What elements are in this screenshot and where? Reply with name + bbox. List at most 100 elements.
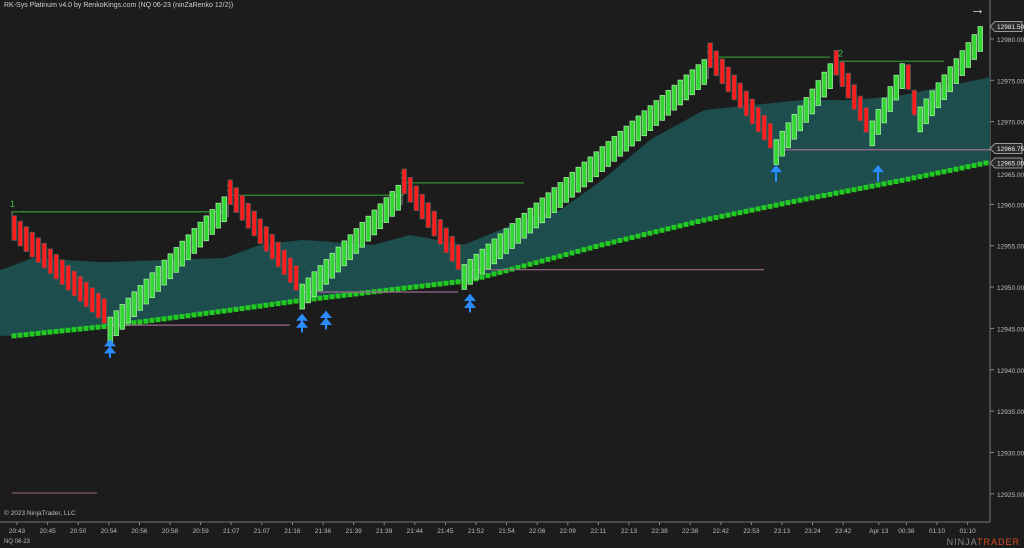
support-dot xyxy=(101,324,107,330)
renko-brick xyxy=(689,69,695,96)
renko-brick xyxy=(809,88,815,115)
renko-brick xyxy=(17,220,23,247)
support-dot xyxy=(95,324,101,330)
renko-brick xyxy=(821,71,827,98)
renko-brick xyxy=(785,122,791,149)
renko-brick xyxy=(635,115,641,142)
renko-brick xyxy=(827,63,833,89)
renko-brick xyxy=(317,265,323,291)
arrow-right-icon[interactable]: → xyxy=(970,1,985,18)
renko-brick xyxy=(839,61,845,88)
support-dot xyxy=(89,325,95,331)
support-dot xyxy=(263,302,269,308)
support-dot xyxy=(983,160,989,166)
support-dot xyxy=(137,319,143,325)
renko-brick xyxy=(533,202,539,229)
support-dot xyxy=(443,280,449,286)
y-tick-label: 12930.00 xyxy=(997,450,1024,457)
renko-brick xyxy=(581,161,587,188)
support-dot xyxy=(977,161,983,167)
support-dot xyxy=(191,312,197,318)
support-dot xyxy=(617,237,623,243)
y-tick-label: 12940.00 xyxy=(997,368,1024,375)
renko-brick xyxy=(677,79,683,106)
renko-brick xyxy=(143,278,149,305)
support-dot xyxy=(743,208,749,214)
support-dot xyxy=(251,304,257,310)
support-dot xyxy=(59,328,65,334)
x-tick-label: Apr 13 xyxy=(869,528,889,535)
renko-brick xyxy=(761,114,767,141)
renko-brick xyxy=(11,215,17,241)
support-dot xyxy=(635,233,641,239)
support-dot xyxy=(755,206,761,212)
support-dot xyxy=(413,284,419,290)
renko-brick xyxy=(881,97,887,124)
support-dot xyxy=(197,311,203,317)
renko-brick xyxy=(83,281,89,308)
renko-brick xyxy=(41,242,47,269)
renko-brick xyxy=(353,228,359,254)
support-dot xyxy=(491,271,497,277)
renko-brick xyxy=(461,264,467,290)
renko-brick xyxy=(473,253,479,280)
renko-brick xyxy=(527,207,533,234)
support-dot xyxy=(545,256,551,262)
renko-brick xyxy=(959,50,965,76)
renko-brick xyxy=(275,241,281,268)
support-dot xyxy=(17,332,23,338)
support-dot xyxy=(599,242,605,248)
support-dot xyxy=(935,170,941,176)
support-dot xyxy=(377,288,383,294)
support-dot xyxy=(821,193,827,199)
support-dot xyxy=(41,330,47,336)
x-tick-label: 22:11 xyxy=(591,528,607,535)
renko-brick xyxy=(23,226,29,252)
support-dot xyxy=(425,282,431,288)
renko-brick xyxy=(365,215,371,242)
renko-brick xyxy=(77,276,83,302)
renko-brick xyxy=(323,259,329,285)
renko-brick xyxy=(569,171,575,198)
renko-brick xyxy=(47,248,53,275)
renko-brick xyxy=(173,247,179,273)
support-dot xyxy=(479,274,485,280)
renko-brick xyxy=(545,192,551,219)
support-dot xyxy=(23,332,29,338)
renko-brick xyxy=(383,197,389,223)
renko-brick xyxy=(947,66,953,92)
swing-high-label: 2 xyxy=(838,48,843,58)
renko-brick xyxy=(707,42,713,69)
swing-high-label: 1 xyxy=(10,199,15,209)
x-tick-label: 20:45 xyxy=(39,528,56,535)
support-dot xyxy=(71,327,77,333)
support-dot xyxy=(419,283,425,289)
support-dot xyxy=(773,202,779,208)
x-tick-label: 22:38 xyxy=(682,528,699,535)
support-dot xyxy=(221,308,227,314)
renko-brick xyxy=(269,233,275,260)
renko-brick xyxy=(869,120,875,147)
renko-brick xyxy=(137,285,143,311)
support-dot xyxy=(797,197,803,203)
renko-brick xyxy=(725,66,731,93)
renko-brick xyxy=(281,249,287,276)
support-dot xyxy=(407,285,413,291)
arrow-up-icon xyxy=(871,164,885,182)
support-dot xyxy=(725,212,731,218)
renko-brick xyxy=(857,95,863,122)
ninjatrader-logo: NINJATRADER xyxy=(947,538,1020,547)
support-dot xyxy=(269,301,275,307)
price-tag-label: 12981.50 xyxy=(997,24,1024,31)
instrument-label: NQ 06-23 xyxy=(4,539,31,545)
renko-brick xyxy=(755,106,761,133)
support-dot xyxy=(923,172,929,178)
renko-brick xyxy=(641,110,647,137)
y-tick-label: 12980.00 xyxy=(997,37,1024,44)
renko-brick xyxy=(29,231,35,258)
support-dot xyxy=(209,310,215,316)
renko-brick xyxy=(35,237,41,264)
support-dot xyxy=(689,220,695,226)
support-dot xyxy=(131,320,137,326)
